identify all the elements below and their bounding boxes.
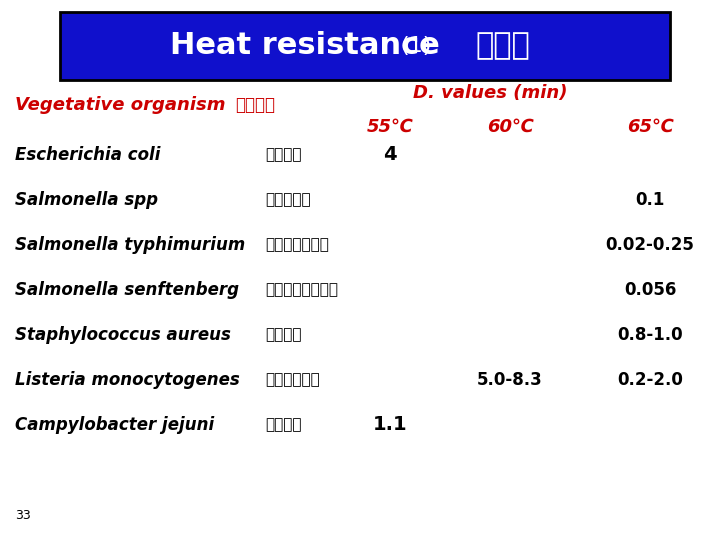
- Text: 耗热性: 耗热性: [475, 31, 530, 60]
- Text: 1.1: 1.1: [373, 415, 408, 435]
- Text: 0.02-0.25: 0.02-0.25: [606, 236, 694, 254]
- Text: 0.056: 0.056: [624, 281, 676, 299]
- Text: Vegetative organism: Vegetative organism: [15, 96, 225, 114]
- Text: 5.0-8.3: 5.0-8.3: [477, 371, 543, 389]
- Text: 鼠伤寒沙门氏菌: 鼠伤寒沙门氏菌: [265, 238, 329, 253]
- Text: 0.8-1.0: 0.8-1.0: [617, 326, 683, 344]
- Text: 弯曲杆菌: 弯曲杆菌: [265, 417, 302, 433]
- Text: 李斯特单胞菌: 李斯特单胞菌: [265, 373, 320, 388]
- Text: 55℃: 55℃: [366, 118, 413, 136]
- Text: 葡萄球菌: 葡萄球菌: [265, 327, 302, 342]
- Text: 65℃: 65℃: [626, 118, 673, 136]
- Text: Listeria monocytogenes: Listeria monocytogenes: [15, 371, 240, 389]
- Text: (1): (1): [400, 36, 431, 56]
- Text: 33: 33: [15, 509, 31, 522]
- Text: Campylobacter jejuni: Campylobacter jejuni: [15, 416, 215, 434]
- Text: 0.2-2.0: 0.2-2.0: [617, 371, 683, 389]
- Text: 0.1: 0.1: [635, 191, 665, 209]
- Text: 桑夫顿堡沙门氏菌: 桑夫顿堡沙门氏菌: [265, 282, 338, 298]
- Text: Salmonella senftenberg: Salmonella senftenberg: [15, 281, 239, 299]
- Text: 活微生物: 活微生物: [235, 96, 275, 114]
- Bar: [60, 12, 670, 80]
- Text: 大肠杆菌: 大肠杆菌: [265, 147, 302, 163]
- Text: 60℃: 60℃: [487, 118, 534, 136]
- Text: Staphylococcus aureus: Staphylococcus aureus: [15, 326, 231, 344]
- Text: Escherichia coli: Escherichia coli: [15, 146, 161, 164]
- Text: 沙门氏菌属: 沙门氏菌属: [265, 192, 310, 207]
- Text: Salmonella spp: Salmonella spp: [15, 191, 158, 209]
- Text: 4: 4: [383, 145, 397, 165]
- Text: D. values (min): D. values (min): [413, 84, 567, 102]
- Text: Heat resistance: Heat resistance: [170, 31, 440, 60]
- Text: Salmonella typhimurium: Salmonella typhimurium: [15, 236, 246, 254]
